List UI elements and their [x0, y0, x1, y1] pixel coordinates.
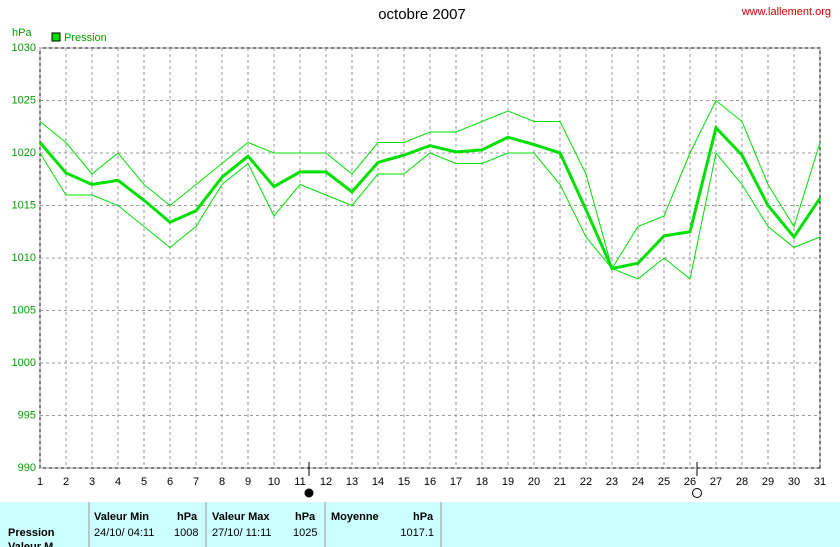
x-tick-label: 3 [89, 476, 95, 488]
x-tick-label: 21 [554, 476, 566, 488]
full-moon [692, 488, 702, 498]
y-tick-label: 1025 [12, 94, 36, 106]
x-tick-label: 16 [424, 476, 436, 488]
table-cell: Pression [8, 527, 55, 539]
y-tick-label: 1015 [12, 199, 36, 211]
table-header: hPa [177, 511, 198, 523]
series-line [39, 99, 821, 270]
y-tick-label: 990 [18, 462, 36, 474]
table-cell: 1025 [293, 527, 317, 539]
x-tick-label: 18 [476, 476, 488, 488]
source: www.lallement.org [741, 6, 831, 18]
table-header: Valeur Max [212, 511, 270, 523]
new-moon [304, 488, 314, 498]
x-tick-label: 6 [167, 476, 173, 488]
x-tick-label: 31 [814, 476, 826, 488]
chart-title: octobre 2007 [378, 6, 466, 23]
x-tick-label: 29 [762, 476, 774, 488]
table-cell: 1017.1 [400, 527, 434, 539]
y-tick-label: 995 [18, 409, 36, 421]
legend-swatch [51, 32, 61, 42]
y-tick-label: 1030 [12, 42, 36, 54]
table-cell: 27/10/ 11:11 [212, 527, 272, 539]
x-tick-label: 12 [320, 476, 332, 488]
x-tick-label: 15 [398, 476, 410, 488]
table-header: hPa [413, 511, 434, 523]
x-tick-label: 8 [219, 476, 225, 488]
x-tick-label: 25 [658, 476, 670, 488]
x-tick-label: 10 [268, 476, 280, 488]
x-tick-label: 4 [115, 476, 121, 488]
table-header: hPa [295, 511, 316, 523]
x-tick-label: 27 [710, 476, 722, 488]
series-line [38, 124, 822, 271]
x-tick-label: 20 [528, 476, 540, 488]
table-cell: Valeur M [8, 541, 53, 547]
legend-label: Pression [64, 32, 107, 44]
x-tick-label: 14 [372, 476, 384, 488]
x-tick-label: 1 [37, 476, 43, 488]
series-line [39, 151, 821, 280]
x-tick-label: 22 [580, 476, 592, 488]
x-tick-label: 17 [450, 476, 462, 488]
x-tick-label: 26 [684, 476, 696, 488]
x-tick-label: 23 [606, 476, 618, 488]
y-tick-label: 1000 [12, 357, 36, 369]
x-tick-label: 24 [632, 476, 644, 488]
x-tick-label: 7 [193, 476, 199, 488]
table-header: Moyenne [331, 511, 379, 523]
table-cell: 24/10/ 04:11 [94, 527, 154, 539]
x-tick-label: 19 [502, 476, 514, 488]
x-tick-label: 5 [141, 476, 147, 488]
x-tick-label: 11 [294, 476, 305, 488]
x-tick-label: 2 [63, 476, 69, 488]
table-cell: 1008 [174, 527, 198, 539]
y-tick-label: 1010 [12, 252, 36, 264]
x-tick-label: 28 [736, 476, 748, 488]
summary-panel [0, 502, 840, 547]
x-tick-label: 9 [245, 476, 251, 488]
table-header: Valeur Min [94, 511, 149, 523]
y-tick-label: 1005 [12, 304, 36, 316]
x-tick-label: 13 [346, 476, 358, 488]
x-tick-label: 30 [788, 476, 800, 488]
y-tick-label: 1020 [12, 147, 36, 159]
y-unit: hPa [12, 27, 32, 39]
